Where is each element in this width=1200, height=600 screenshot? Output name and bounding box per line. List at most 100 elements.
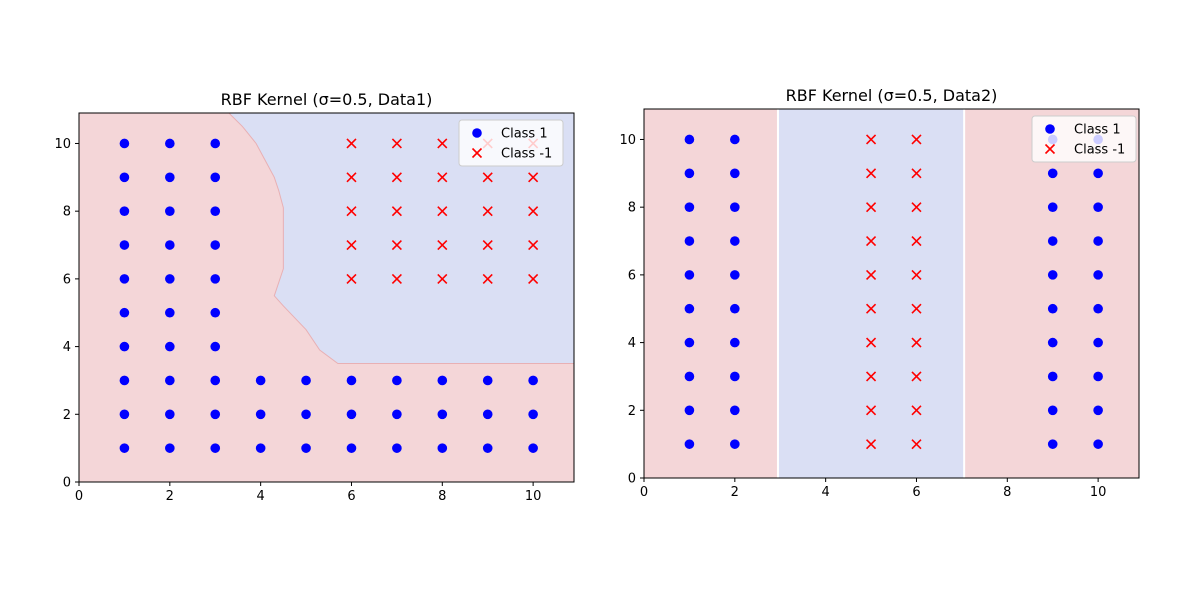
data-point xyxy=(684,168,695,179)
data-point xyxy=(1093,405,1103,416)
data-point xyxy=(684,303,695,314)
data-point xyxy=(730,134,740,145)
data-point xyxy=(528,172,539,183)
y-tick-label: 4 xyxy=(628,336,636,351)
data-point xyxy=(1047,168,1058,179)
x-tick-label: 0 xyxy=(75,489,83,504)
data-point xyxy=(1047,405,1058,416)
data-point xyxy=(482,206,493,217)
data-point xyxy=(165,172,175,183)
data-point xyxy=(482,409,493,420)
chart-panel-data2: RBF Kernel (σ=0.5, Data2) 0 2 4 6 8 10 0 2 4 6 8 10… xyxy=(619,86,1140,500)
data-point xyxy=(865,269,877,280)
data-point xyxy=(730,168,740,179)
data-point xyxy=(865,405,877,416)
data-point xyxy=(528,239,539,251)
data-point xyxy=(255,443,266,453)
data-point xyxy=(684,134,695,145)
data-point xyxy=(165,341,175,352)
data-point xyxy=(210,375,221,386)
data-point xyxy=(255,409,266,420)
data-point xyxy=(392,409,402,420)
data-point xyxy=(119,443,130,453)
data-point xyxy=(1047,337,1058,348)
data-point xyxy=(684,337,695,348)
data-point xyxy=(437,206,448,217)
y-tick-label: 8 xyxy=(628,201,636,216)
data-point xyxy=(1047,270,1058,280)
data-point xyxy=(1093,270,1103,280)
chart-title: RBF Kernel (σ=0.5, Data1) xyxy=(221,90,433,109)
data-point xyxy=(865,134,877,145)
series-class-neg1 xyxy=(346,138,539,284)
data-point xyxy=(437,273,448,284)
y-tick-label: 0 xyxy=(63,476,71,491)
plot-frame xyxy=(643,108,1140,479)
data-point xyxy=(684,270,695,280)
data-point xyxy=(730,236,740,246)
data-point xyxy=(346,409,357,420)
data-point xyxy=(437,239,448,251)
data-point xyxy=(165,375,175,386)
data-point xyxy=(911,235,922,247)
data-point xyxy=(528,409,538,420)
data-point xyxy=(1093,337,1103,348)
data-point xyxy=(165,274,175,284)
data-point xyxy=(437,375,448,386)
data-point xyxy=(346,375,357,386)
data-point xyxy=(1047,371,1058,382)
chart-title: RBF Kernel (σ=0.5, Data2) xyxy=(786,86,998,105)
data-point xyxy=(865,439,877,450)
legend-marker-class-neg1 xyxy=(471,147,483,159)
data-point xyxy=(165,443,175,453)
data-point xyxy=(301,409,311,420)
data-point xyxy=(1047,236,1058,246)
data-point xyxy=(391,206,402,217)
data-point xyxy=(391,172,402,183)
data-point xyxy=(482,443,493,453)
data-point xyxy=(684,371,695,382)
data-point xyxy=(210,443,221,453)
data-point xyxy=(346,273,357,284)
x-tick-label: 8 xyxy=(1003,485,1011,500)
decision-regions xyxy=(644,109,1139,478)
data-point xyxy=(684,405,695,416)
legend-label: Class -1 xyxy=(501,147,552,162)
decision-boundary xyxy=(228,113,574,365)
data-point xyxy=(119,240,130,250)
data-point xyxy=(730,405,740,416)
decision-regions xyxy=(79,113,574,482)
x-tick-label: 6 xyxy=(912,485,920,500)
data-point xyxy=(911,371,922,382)
data-point xyxy=(730,337,740,348)
data-point xyxy=(1047,439,1058,449)
data-point xyxy=(1093,168,1103,179)
data-point xyxy=(119,341,130,352)
legend-label: Class 1 xyxy=(1074,123,1121,138)
x-tick-label: 2 xyxy=(731,485,739,500)
data-point xyxy=(392,443,402,453)
data-point xyxy=(1047,303,1058,314)
data-point xyxy=(730,371,740,382)
data-point xyxy=(684,439,695,449)
data-point xyxy=(911,269,922,280)
data-point xyxy=(119,307,130,318)
data-point xyxy=(482,172,493,183)
y-tick-label: 10 xyxy=(619,133,636,148)
plot-frame xyxy=(78,112,575,483)
data-point xyxy=(1093,236,1103,246)
data-point xyxy=(730,439,740,449)
legend-label: Class -1 xyxy=(1074,143,1125,158)
series-class-1 xyxy=(119,138,538,453)
data-point xyxy=(865,303,877,314)
data-point xyxy=(165,206,175,216)
data-point xyxy=(482,273,493,284)
data-point xyxy=(482,375,493,386)
data-point xyxy=(911,405,922,416)
data-point xyxy=(437,409,448,420)
data-point xyxy=(165,409,175,420)
data-point xyxy=(482,239,493,251)
chart-panel-data1: RBF Kernel (σ=0.5, Data1) 0 2 4 6 8 10 0 2 4 6 8 10… xyxy=(54,90,575,504)
data-point xyxy=(301,443,311,453)
